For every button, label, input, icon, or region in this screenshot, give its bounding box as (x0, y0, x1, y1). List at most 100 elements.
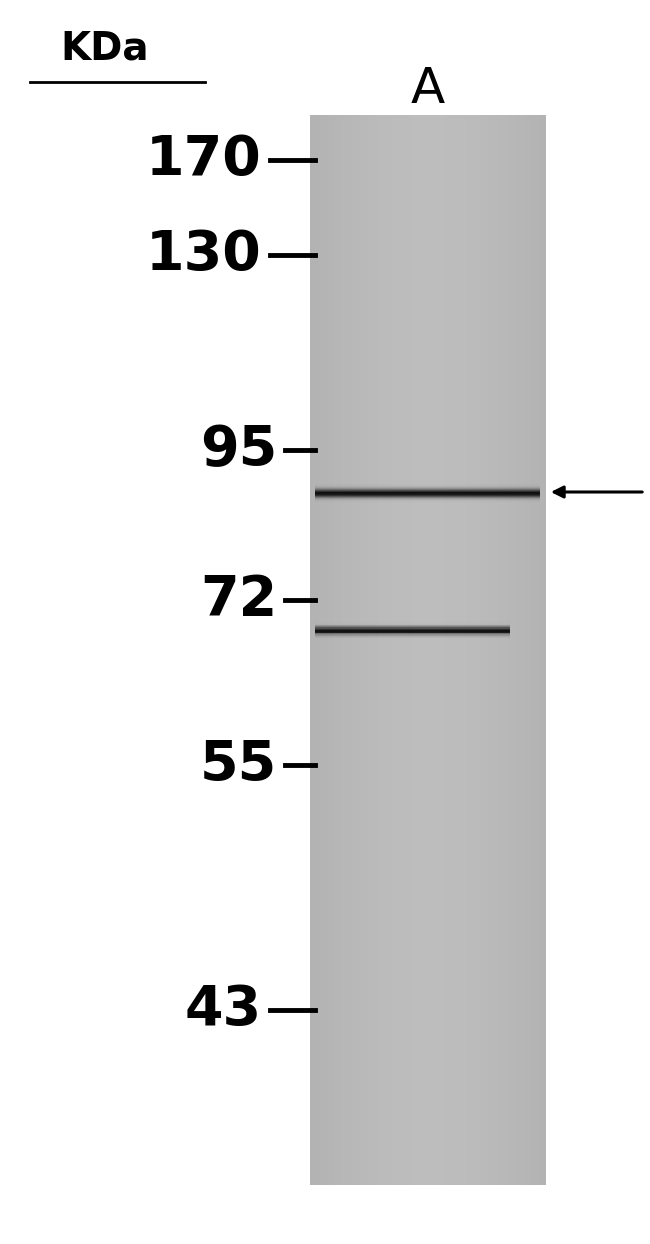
Bar (322, 114, 326, 1186)
Bar (507, 114, 511, 1186)
Bar (510, 114, 514, 1186)
Bar (325, 114, 329, 1186)
Bar (315, 624, 510, 626)
Bar (315, 629, 510, 631)
Bar (348, 114, 352, 1186)
Bar (430, 114, 434, 1186)
Bar (404, 114, 408, 1186)
Bar (489, 114, 493, 1186)
Bar (351, 114, 355, 1186)
Bar (536, 114, 540, 1186)
Bar (380, 114, 384, 1186)
Bar (315, 638, 510, 639)
Bar (501, 114, 505, 1186)
Bar (513, 114, 517, 1186)
Bar (448, 114, 452, 1186)
Bar (315, 632, 510, 633)
Bar (316, 114, 320, 1186)
Bar (331, 114, 335, 1186)
Bar (315, 490, 540, 491)
Bar (486, 114, 490, 1186)
Bar (315, 621, 510, 622)
Bar (530, 114, 534, 1186)
Bar (315, 642, 510, 643)
Bar (366, 114, 370, 1186)
Bar (315, 486, 540, 488)
Bar (315, 500, 540, 501)
Bar (498, 114, 502, 1186)
Bar (310, 114, 545, 1186)
Bar (315, 636, 510, 637)
Bar (315, 638, 510, 639)
Bar (398, 114, 402, 1186)
Bar (343, 114, 346, 1186)
Bar (495, 114, 499, 1186)
Bar (315, 485, 540, 486)
Bar (313, 114, 317, 1186)
Bar (315, 627, 510, 628)
Bar (369, 114, 372, 1186)
Bar (315, 480, 540, 481)
Bar (424, 114, 428, 1186)
Bar (533, 114, 537, 1186)
Bar (315, 641, 510, 642)
Bar (389, 114, 393, 1186)
Bar (454, 114, 458, 1186)
Bar (315, 626, 510, 627)
Bar (315, 499, 540, 500)
Bar (474, 114, 478, 1186)
Bar (439, 114, 443, 1186)
Bar (333, 114, 337, 1186)
Bar (315, 633, 510, 634)
Bar (315, 505, 540, 506)
Bar (445, 114, 449, 1186)
Bar (315, 499, 540, 500)
Bar (315, 490, 540, 491)
Bar (315, 485, 540, 488)
Bar (315, 503, 540, 505)
Bar (484, 114, 488, 1186)
Text: A: A (411, 65, 445, 113)
Bar (315, 481, 540, 484)
Bar (315, 628, 510, 629)
Bar (315, 628, 510, 629)
Bar (315, 484, 540, 485)
Bar (315, 631, 510, 632)
Bar (315, 496, 540, 498)
Bar (542, 114, 546, 1186)
Bar (315, 491, 540, 493)
Bar (315, 636, 510, 637)
Bar (315, 618, 510, 620)
Bar (357, 114, 361, 1186)
Text: KDa: KDa (60, 30, 148, 68)
Bar (315, 623, 510, 624)
Bar (521, 114, 525, 1186)
Bar (422, 114, 426, 1186)
Bar (315, 639, 510, 641)
Bar (315, 504, 540, 505)
Bar (480, 114, 484, 1186)
Bar (527, 114, 531, 1186)
Bar (315, 479, 540, 480)
Bar (315, 478, 540, 479)
Bar (434, 114, 437, 1186)
Text: 170: 170 (146, 133, 262, 187)
Bar (519, 114, 523, 1186)
Bar (315, 641, 510, 642)
Text: 95: 95 (200, 423, 277, 476)
Bar (363, 114, 367, 1186)
Text: 72: 72 (200, 573, 277, 627)
Bar (337, 114, 341, 1186)
Bar (315, 626, 510, 627)
Bar (310, 114, 314, 1186)
Bar (315, 631, 510, 632)
Bar (469, 114, 473, 1186)
Bar (315, 622, 510, 623)
Bar (315, 488, 540, 489)
Bar (515, 114, 519, 1186)
Bar (504, 114, 508, 1186)
Bar (318, 114, 323, 1186)
Bar (315, 498, 540, 499)
Bar (471, 114, 476, 1186)
Bar (315, 494, 540, 496)
